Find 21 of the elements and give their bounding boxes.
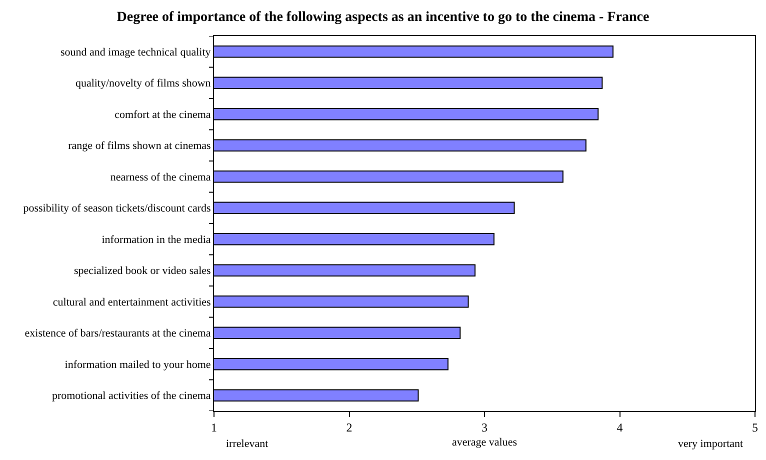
- x-axis-title: average values: [452, 436, 518, 449]
- x-tick-label: 1: [211, 420, 217, 434]
- y-tick-label: quality/novelty of films shown: [75, 78, 212, 90]
- y-tick-label: range of films shown at cinemas: [68, 140, 211, 152]
- text: very important: [678, 438, 744, 450]
- x-tick-label: 4: [616, 420, 623, 434]
- y-tick-label: possibility of season tickets/discount cards: [23, 202, 211, 215]
- y-tick-label: nearness of the cinema: [110, 171, 211, 184]
- x-tick-label: 2: [346, 420, 352, 434]
- chart-title: Degree of importance of the following aspects as an incentive to go to the cinema - France: [116, 10, 650, 25]
- y-tick-label: information mailed to your home: [64, 358, 211, 371]
- y-tick-label: information in the media: [102, 234, 211, 246]
- text: irrelevant: [226, 438, 268, 450]
- y-tick-label: promotional activities of the cinema: [52, 390, 211, 402]
- y-tick-label: comfort at the cinema: [114, 108, 211, 121]
- y-tick-label: specialized book or video sales: [74, 265, 211, 278]
- x-tick-label: 3: [482, 420, 488, 434]
- y-tick-label: existence of bars/restaurants at the cinema: [24, 328, 211, 340]
- y-tick-label: cultural and entertainment activities: [52, 296, 211, 308]
- y-tick-label: sound and image technical quality: [60, 46, 212, 58]
- x-tick-label: 5: [752, 420, 758, 434]
